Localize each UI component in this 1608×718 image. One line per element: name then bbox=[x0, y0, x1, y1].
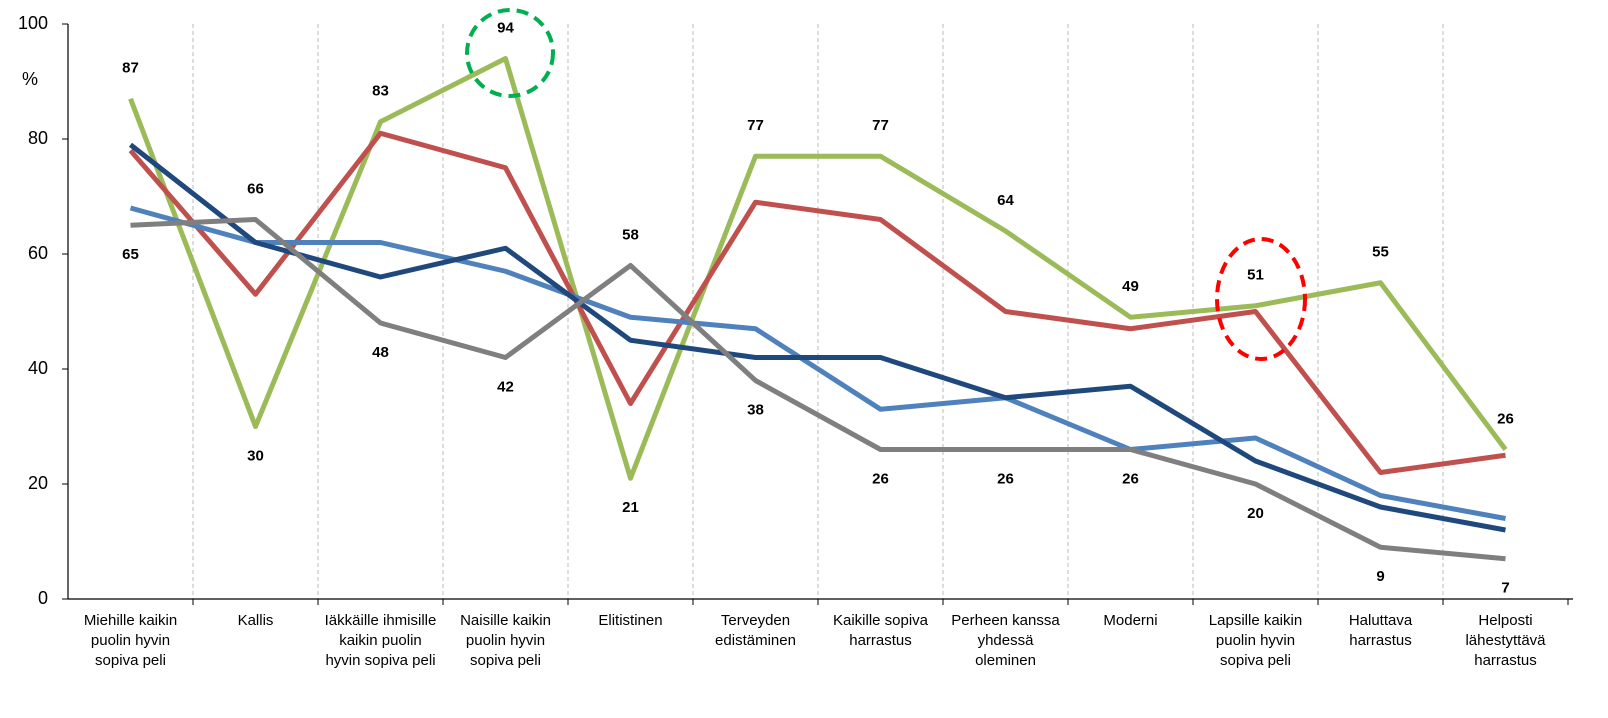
data-label: 48 bbox=[372, 344, 389, 361]
highlight-circle bbox=[465, 8, 555, 98]
data-label: 21 bbox=[622, 499, 639, 516]
y-tick-label: 40 bbox=[28, 358, 48, 378]
data-label: 65 bbox=[122, 246, 139, 263]
x-tick-label: Lapsille kaikin puolin hyvin sopiva peli bbox=[1208, 612, 1303, 669]
y-tick-label: 20 bbox=[28, 473, 48, 493]
data-label: 26 bbox=[872, 470, 889, 487]
series-line bbox=[128, 56, 1508, 481]
data-label: 55 bbox=[1372, 244, 1389, 261]
data-label: 77 bbox=[872, 117, 889, 134]
x-tick-label: Moderni bbox=[1103, 612, 1158, 629]
x-tick-label: Naisille kaikin puolin hyvin sopiva peli bbox=[460, 612, 551, 669]
data-label: 66 bbox=[247, 180, 264, 197]
data-label: 30 bbox=[247, 447, 264, 464]
data-label: 94 bbox=[497, 19, 514, 36]
data-label: 26 bbox=[997, 470, 1014, 487]
data-label: 87 bbox=[122, 60, 139, 77]
x-tick-label: Helposti lähestyttävä harrastus bbox=[1465, 612, 1546, 669]
x-tick-label: Miehille kaikin puolin hyvin sopiva peli bbox=[83, 612, 178, 669]
data-label: 58 bbox=[622, 226, 639, 243]
series-line bbox=[129, 205, 1506, 521]
series-line bbox=[128, 130, 1506, 475]
y-axis-label: % bbox=[22, 69, 38, 89]
data-label: 51 bbox=[1247, 267, 1264, 284]
data-label: 7 bbox=[1501, 580, 1509, 597]
data-label: 42 bbox=[497, 378, 514, 395]
series-line bbox=[130, 217, 1506, 562]
data-label: 9 bbox=[1376, 568, 1384, 585]
x-tick-label: Perheen kanssa yhdessä oleminen bbox=[951, 612, 1060, 669]
data-label: 20 bbox=[1247, 505, 1264, 522]
lines bbox=[128, 56, 1508, 562]
x-tick-label: Kaikille sopiva harrastus bbox=[832, 612, 929, 649]
data-label: 77 bbox=[747, 117, 764, 134]
y-tick-label: 0 bbox=[38, 588, 48, 608]
x-tick-label: Elitistinen bbox=[598, 612, 663, 629]
x-tick-label: Kallis bbox=[237, 612, 274, 629]
data-label: 26 bbox=[1122, 470, 1139, 487]
y-tick-label: 60 bbox=[28, 243, 48, 263]
highlight-circle bbox=[1215, 237, 1307, 361]
data-label: 26 bbox=[1497, 410, 1514, 427]
data-label: 49 bbox=[1122, 278, 1139, 295]
x-tick-label: Iäkkäille ihmisille kaikin puolin hyvin … bbox=[324, 612, 437, 669]
grid bbox=[62, 23, 1569, 605]
x-tick-label: Haluttava harrastus bbox=[1348, 612, 1413, 649]
data-label: 38 bbox=[747, 401, 764, 418]
series-line bbox=[128, 142, 1506, 533]
data-label: 83 bbox=[372, 83, 389, 100]
y-tick-label: 100 bbox=[18, 13, 48, 33]
data-label: 64 bbox=[997, 192, 1014, 209]
x-tick-label: Terveyden edistäminen bbox=[715, 612, 796, 649]
y-tick-label: 80 bbox=[28, 128, 48, 148]
data-labels: 87 30 83 94 21 77 77 64 49 51 55 26 65 66 48 42 58 38 26 26… bbox=[122, 19, 1514, 596]
